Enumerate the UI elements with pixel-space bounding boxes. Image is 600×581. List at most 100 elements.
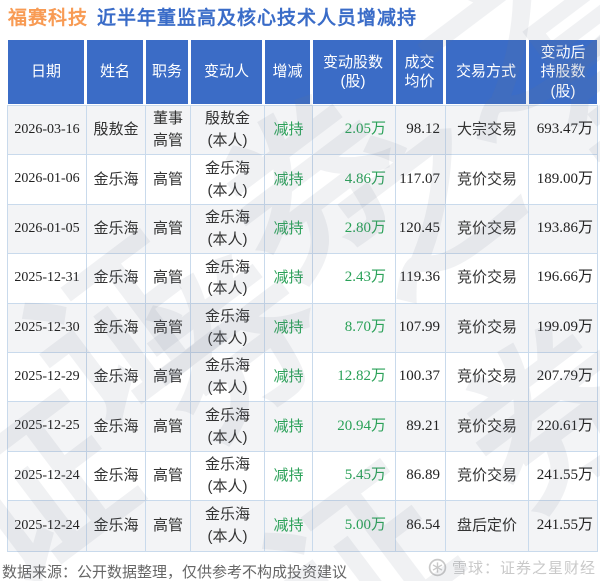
table-cell: 竞价交易 <box>446 303 529 353</box>
table-cell: 减持 <box>265 451 313 502</box>
table-cell: 241.55万 <box>529 451 597 502</box>
table-cell: 竞价交易 <box>446 254 529 304</box>
table-cell: 2026-01-05 <box>8 204 87 255</box>
table-cell: 殷敖金 <box>87 106 146 156</box>
table-cell: 2.43万 <box>313 254 396 304</box>
table-cell: 金乐海 <box>87 501 146 551</box>
table-cell: 金乐海 (本人) <box>191 254 265 304</box>
table-cell: 120.45 <box>396 204 446 255</box>
table-header-row: 日期 姓名 职务 变动人 增减 变动股数 (股) 成交 均价 交易方式 变动后 持股数 (股) <box>8 40 597 104</box>
table-cell: 高管 <box>146 352 191 403</box>
table-cell: 693.47万 <box>529 106 597 156</box>
table-cell: 金乐海 (本人) <box>191 204 265 255</box>
table-cell: 减持 <box>265 254 313 304</box>
table-cell: 12.82万 <box>313 352 396 403</box>
xueqiu-snowball-icon <box>428 558 447 577</box>
table-cell: 高管 <box>146 254 191 304</box>
table-cell: 5.45万 <box>313 451 396 502</box>
table-cell: 金乐海 (本人) <box>191 303 265 353</box>
column-header: 日期 <box>8 40 87 104</box>
table-cell: 金乐海 <box>87 402 146 452</box>
table-cell: 100.37 <box>396 352 446 403</box>
table-cell: 竞价交易 <box>446 155 529 205</box>
table-cell: 2026-03-16 <box>8 106 87 156</box>
table-cell: 高管 <box>146 402 191 452</box>
table-cell: 2.80万 <box>313 204 396 255</box>
table-cell: 2025-12-30 <box>8 303 87 353</box>
table-cell: 2025-12-31 <box>8 254 87 304</box>
table-cell: 金乐海 (本人) <box>191 501 265 551</box>
data-source-note: 数据来源：公开数据整理，仅供参考不构成投资建议 <box>2 564 348 581</box>
table-cell: 107.99 <box>396 303 446 353</box>
column-header: 姓名 <box>87 40 146 104</box>
table-cell: 2026-01-06 <box>8 155 87 205</box>
table-cell: 减持 <box>265 155 313 205</box>
table-cell: 金乐海 <box>87 303 146 353</box>
table-body: 2026-03-16 殷敖金 董事 高管 殷敖金 (本人) 减持 2.05万 98.12 大宗… <box>7 105 598 552</box>
column-header: 职务 <box>146 40 191 104</box>
table-cell: 189.00万 <box>529 155 597 205</box>
table-cell: 高管 <box>146 204 191 255</box>
table-cell: 竞价交易 <box>446 402 529 452</box>
table-cell: 减持 <box>265 106 313 156</box>
table-cell: 86.54 <box>396 501 446 551</box>
table-cell: 2025-12-29 <box>8 352 87 403</box>
table-cell: 高管 <box>146 451 191 502</box>
table-cell: 8.70万 <box>313 303 396 353</box>
table-cell: 高管 <box>146 501 191 551</box>
table-cell: 241.55万 <box>529 501 597 551</box>
table-cell: 竞价交易 <box>446 204 529 255</box>
table-cell: 89.21 <box>396 402 446 452</box>
table-cell: 2025-12-24 <box>8 451 87 502</box>
table-cell: 5.00万 <box>313 501 396 551</box>
table-cell: 金乐海 <box>87 451 146 502</box>
brand-text: 雪球：证券之星财经 <box>451 560 596 577</box>
table-cell: 金乐海 (本人) <box>191 451 265 502</box>
table-cell: 207.79万 <box>529 352 597 403</box>
table-cell: 殷敖金 (本人) <box>191 106 265 156</box>
table-cell: 86.89 <box>396 451 446 502</box>
column-header: 变动人 <box>191 40 265 104</box>
table-cell: 金乐海 (本人) <box>191 352 265 403</box>
table-cell: 金乐海 <box>87 254 146 304</box>
title-subject: 近半年董监高及核心技术人员增减持 <box>97 8 418 29</box>
table-cell: 高管 <box>146 155 191 205</box>
brand-credit: 雪球：证券之星财经 <box>428 557 596 578</box>
table-cell: 减持 <box>265 402 313 452</box>
column-header: 变动后 持股数 (股) <box>529 40 597 104</box>
table-cell: 119.36 <box>396 254 446 304</box>
table-cell: 金乐海 <box>87 352 146 403</box>
table-cell: 减持 <box>265 303 313 353</box>
table-cell: 大宗交易 <box>446 106 529 156</box>
table-cell: 20.94万 <box>313 402 396 452</box>
table-cell: 高管 <box>146 303 191 353</box>
table-cell: 2.05万 <box>313 106 396 156</box>
table-cell: 竞价交易 <box>446 352 529 403</box>
table-cell: 98.12 <box>396 106 446 156</box>
table-cell: 减持 <box>265 204 313 255</box>
table-cell: 2025-12-24 <box>8 501 87 551</box>
table-cell: 193.86万 <box>529 204 597 255</box>
table-cell: 金乐海 <box>87 204 146 255</box>
table-cell: 220.61万 <box>529 402 597 452</box>
column-header: 交易方式 <box>446 40 529 104</box>
table-cell: 4.86万 <box>313 155 396 205</box>
table-cell: 196.66万 <box>529 254 597 304</box>
column-header: 成交 均价 <box>396 40 446 104</box>
table-cell: 减持 <box>265 352 313 403</box>
table-cell: 199.09万 <box>529 303 597 353</box>
table-cell: 金乐海 (本人) <box>191 155 265 205</box>
table-cell: 2025-12-25 <box>8 402 87 452</box>
page-title: 福赛科技 近半年董监高及核心技术人员增减持 <box>8 3 417 30</box>
table-cell: 117.07 <box>396 155 446 205</box>
table-cell: 董事 高管 <box>146 106 191 156</box>
table-cell: 金乐海 <box>87 155 146 205</box>
company-name: 福赛科技 <box>8 8 89 29</box>
column-header: 变动股数 (股) <box>313 40 396 104</box>
table-cell: 竞价交易 <box>446 451 529 502</box>
table-cell: 减持 <box>265 501 313 551</box>
table-cell: 盘后定价 <box>446 501 529 551</box>
column-header: 增减 <box>265 40 313 104</box>
table-cell: 金乐海 (本人) <box>191 402 265 452</box>
